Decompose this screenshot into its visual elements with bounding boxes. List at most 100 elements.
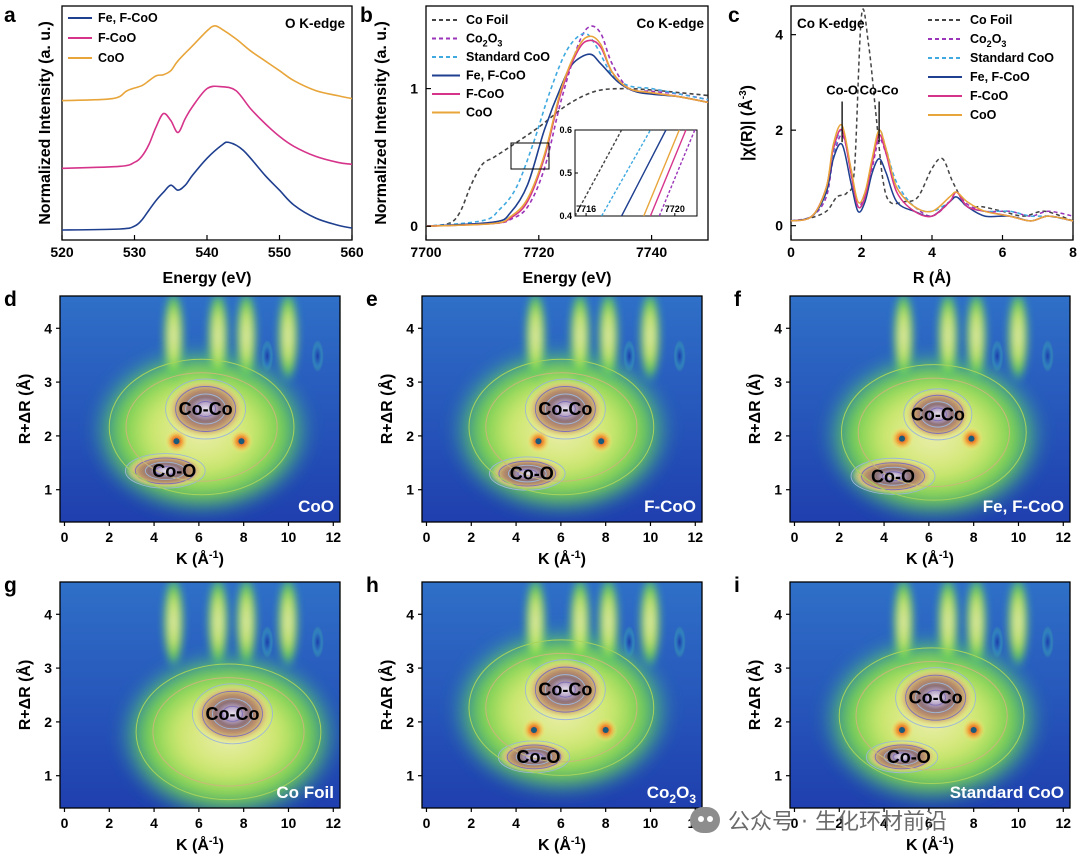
x-tick-label: 8 xyxy=(970,815,978,831)
heatmap-contour xyxy=(125,372,278,482)
heatmap-contour xyxy=(185,393,227,425)
x-tick-label: 4 xyxy=(880,529,888,545)
sample-label: Co Foil xyxy=(276,783,334,802)
series-line-co-foil xyxy=(425,87,709,227)
panel-letter-i: i xyxy=(734,574,740,597)
heatmap-body xyxy=(422,582,702,808)
heatmap-trough xyxy=(311,626,324,658)
watermark-text: 公众号 · 生化环材前沿 xyxy=(728,810,947,835)
legend-label: Co2O3 xyxy=(466,32,502,49)
x-tick-label: 6 xyxy=(999,244,1007,260)
annotation-co-co: Co-Co xyxy=(205,704,259,724)
heatmap-peak xyxy=(498,740,570,773)
annotation-co-o: Co-O xyxy=(510,464,554,484)
inset-x-tick-label: 7716 xyxy=(576,204,596,214)
series-line-co2o3 xyxy=(790,134,1074,222)
x-tick-label: 7720 xyxy=(523,244,554,260)
x-tick-label: 6 xyxy=(557,815,565,831)
panel-letter-d: d xyxy=(4,288,17,311)
legend-label: Co2O3 xyxy=(970,32,1006,49)
x-tick-label: 0 xyxy=(791,529,799,545)
heatmap-contour xyxy=(192,683,273,745)
heatmap-side-peak-core xyxy=(899,435,905,442)
heatmap-ridge xyxy=(162,296,185,384)
panel-letter-e: e xyxy=(366,288,378,311)
inset-line-co2o3 xyxy=(658,129,696,217)
heatmap-side-peak-core xyxy=(968,435,975,442)
heatmap-contour xyxy=(892,752,912,762)
heatmap-ridge xyxy=(1007,296,1029,384)
legend-label: Co Foil xyxy=(970,13,1012,27)
heatmap-contour xyxy=(911,394,964,434)
legend-label: Fe, F-CoO xyxy=(98,11,158,25)
heatmap-frame xyxy=(59,581,341,809)
y-tick-label: 1 xyxy=(406,768,414,784)
legend-label: Standard CoO xyxy=(466,50,550,64)
inset-line-standard-coo xyxy=(601,129,652,217)
series-line-standard-coo xyxy=(425,32,709,227)
series-line-fe-f-coo xyxy=(61,141,353,231)
x-tick-label: 0 xyxy=(791,815,799,831)
heatmap-contour xyxy=(905,674,967,721)
y-tick-label: 1 xyxy=(44,768,52,784)
series-line-coo xyxy=(61,25,353,102)
heatmap-ridge xyxy=(965,296,988,384)
x-tick-label: 2 xyxy=(835,529,843,545)
x-tick-label: 12 xyxy=(1055,529,1071,545)
legend-label: Standard CoO xyxy=(970,51,1054,65)
inset-plot: 0.4 0.5 0.6 7716 7720 xyxy=(559,125,698,221)
heatmap-contour xyxy=(515,748,553,766)
heatmap-body xyxy=(790,296,1070,522)
heatmap-contour xyxy=(895,667,977,729)
y-tick-label: 4 xyxy=(774,320,782,336)
x-tick-label: 8 xyxy=(970,529,978,545)
panel-letter-c: c xyxy=(728,4,740,27)
heatmap-contour xyxy=(108,358,295,496)
heatmap-side-peak-core xyxy=(598,438,605,445)
heatmap-contour xyxy=(468,358,655,496)
x-tick-label: 12 xyxy=(325,815,341,831)
heatmap-contour xyxy=(871,466,915,486)
heatmap-trough xyxy=(261,626,274,658)
x-tick-label: 8 xyxy=(1069,244,1077,260)
edge-title-b: Co K-edge xyxy=(637,16,705,31)
heatmap-contour xyxy=(485,652,638,763)
legend-label: Fe, F-CoO xyxy=(970,70,1030,84)
x-tick-label: 550 xyxy=(268,244,292,260)
x-axis-label: K (Å-1) xyxy=(176,549,224,568)
sample-label: Fe, F-CoO xyxy=(983,497,1064,516)
series-line-standard-coo xyxy=(790,129,1074,222)
x-tick-label: 540 xyxy=(195,244,219,260)
watermark: 公众号 · 生化环材前沿 xyxy=(690,800,1070,840)
heatmap-contour xyxy=(498,460,557,487)
heatmap-contour xyxy=(857,377,1010,488)
annotation-co-o: Co-O xyxy=(152,461,196,481)
panel-letter-f: f xyxy=(734,288,742,311)
series-line-f-coo xyxy=(61,85,353,170)
x-tick-label: 12 xyxy=(1055,815,1071,831)
heatmap-side-peak-core xyxy=(238,438,245,445)
heatmap-contour xyxy=(883,748,921,766)
heatmap-contour xyxy=(468,639,655,776)
inset-line-fe-f-coo xyxy=(620,129,667,217)
y-tick-label: 2 xyxy=(44,428,52,444)
x-tick-label: 4 xyxy=(512,815,520,831)
inset-x-tick-label: 7720 xyxy=(665,204,685,214)
heatmap-frame xyxy=(789,581,1071,809)
heatmap-contour xyxy=(175,386,237,432)
heatmap-trough xyxy=(673,340,686,372)
chart-panel-c: 0 2 4 6 8 0 2 4 Co K-edge R (Å) |χ(R)| (Å-3) C… xyxy=(737,5,1077,287)
heatmap-ridge xyxy=(277,296,299,384)
heatmap-contour xyxy=(124,453,206,489)
edge-title-a: O K-edge xyxy=(285,16,345,31)
x-tick-label: 10 xyxy=(281,815,297,831)
y-tick-label: 2 xyxy=(406,428,414,444)
heatmap-peak xyxy=(903,388,972,440)
series-line-coo xyxy=(790,123,1074,222)
heatmap-ridge xyxy=(235,296,258,384)
x-tick-label: 2 xyxy=(835,815,843,831)
heatmap-body xyxy=(60,582,340,808)
